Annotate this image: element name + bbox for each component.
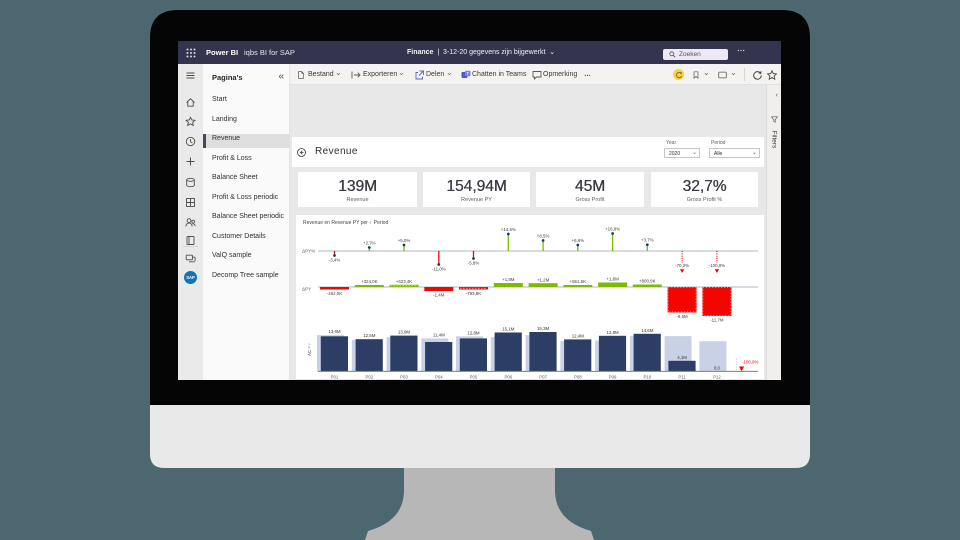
svg-text:13,9M: 13,9M (398, 330, 411, 335)
svg-text:P05: P05 (470, 374, 478, 379)
svg-text:-11,0%: -11,0% (432, 267, 446, 272)
svg-text:P03: P03 (400, 374, 408, 379)
svg-text:12,8M: 12,8M (467, 330, 480, 335)
svg-text:-11,7M: -11,7M (710, 318, 724, 323)
svg-text:-100,0%: -100,0% (709, 263, 725, 268)
svg-text:+1,8M: +1,8M (502, 277, 515, 282)
svg-text:AC PY: AC PY (307, 343, 312, 356)
svg-text:+1,8M: +1,8M (606, 277, 619, 282)
svg-text:P07: P07 (539, 374, 547, 379)
svg-text:0,0: 0,0 (714, 365, 721, 370)
svg-text:+3,7%: +3,7% (641, 238, 654, 243)
svg-text:+623,4K: +623,4K (396, 279, 413, 284)
svg-text:13,6M: 13,6M (328, 329, 341, 334)
svg-text:12,5M: 12,5M (363, 333, 376, 338)
svg-text:-793,8K: -793,8K (466, 291, 481, 296)
svg-text:+14,6%: +14,6% (501, 227, 516, 232)
svg-text:13,8M: 13,8M (606, 330, 619, 335)
svg-text:-1,4M: -1,4M (433, 293, 445, 298)
svg-text:4,1M: 4,1M (677, 355, 687, 360)
svg-text:11,4M: 11,4M (433, 332, 445, 337)
svg-text:12,4M: 12,4M (572, 333, 585, 338)
svg-text:P09: P09 (609, 374, 617, 379)
svg-text:-9,6M: -9,6M (676, 314, 688, 319)
svg-text:P11: P11 (678, 374, 686, 379)
svg-text:+5,0%: +5,0% (398, 238, 411, 243)
svg-text:+2,7%: +2,7% (363, 240, 376, 245)
svg-text:T: T (466, 71, 469, 76)
svg-text:+324,0K: +324,0K (361, 279, 378, 284)
svg-text:+1,2M: +1,2M (537, 277, 550, 282)
svg-text:P01: P01 (331, 374, 339, 379)
svg-text:-3,4%: -3,4% (329, 258, 341, 263)
svg-text:-462,0K: -462,0K (327, 291, 342, 296)
svg-text:14,6M: 14,6M (641, 328, 654, 333)
svg-text:P04: P04 (435, 374, 443, 379)
svg-text:Revenue en Revenue PY per ‹ P: Revenue en Revenue PY per ‹ Period (303, 220, 388, 226)
svg-text:15,1M: 15,1M (502, 327, 515, 332)
svg-text:P06: P06 (504, 374, 512, 379)
svg-text:-70,2%: -70,2% (675, 263, 689, 268)
svg-text:+8,5%: +8,5% (537, 233, 550, 238)
svg-text:P12: P12 (713, 374, 721, 379)
svg-text:P02: P02 (365, 374, 373, 379)
svg-text:15,3M: 15,3M (537, 326, 550, 331)
svg-text:+6,6%: +6,6% (572, 238, 585, 243)
svg-text:P10: P10 (643, 374, 651, 379)
svg-text:+16,8%: +16,8% (605, 226, 620, 231)
svg-text:-100,0%: -100,0% (742, 360, 758, 365)
svg-text:-5,8%: -5,8% (468, 261, 480, 266)
svg-text:+800,9K: +800,9K (639, 279, 656, 284)
svg-text:ΔPY: ΔPY (302, 287, 311, 292)
svg-text:+551,5K: +551,5K (570, 279, 587, 284)
svg-text:P08: P08 (574, 374, 582, 379)
svg-text:ΔPY%: ΔPY% (302, 249, 315, 254)
